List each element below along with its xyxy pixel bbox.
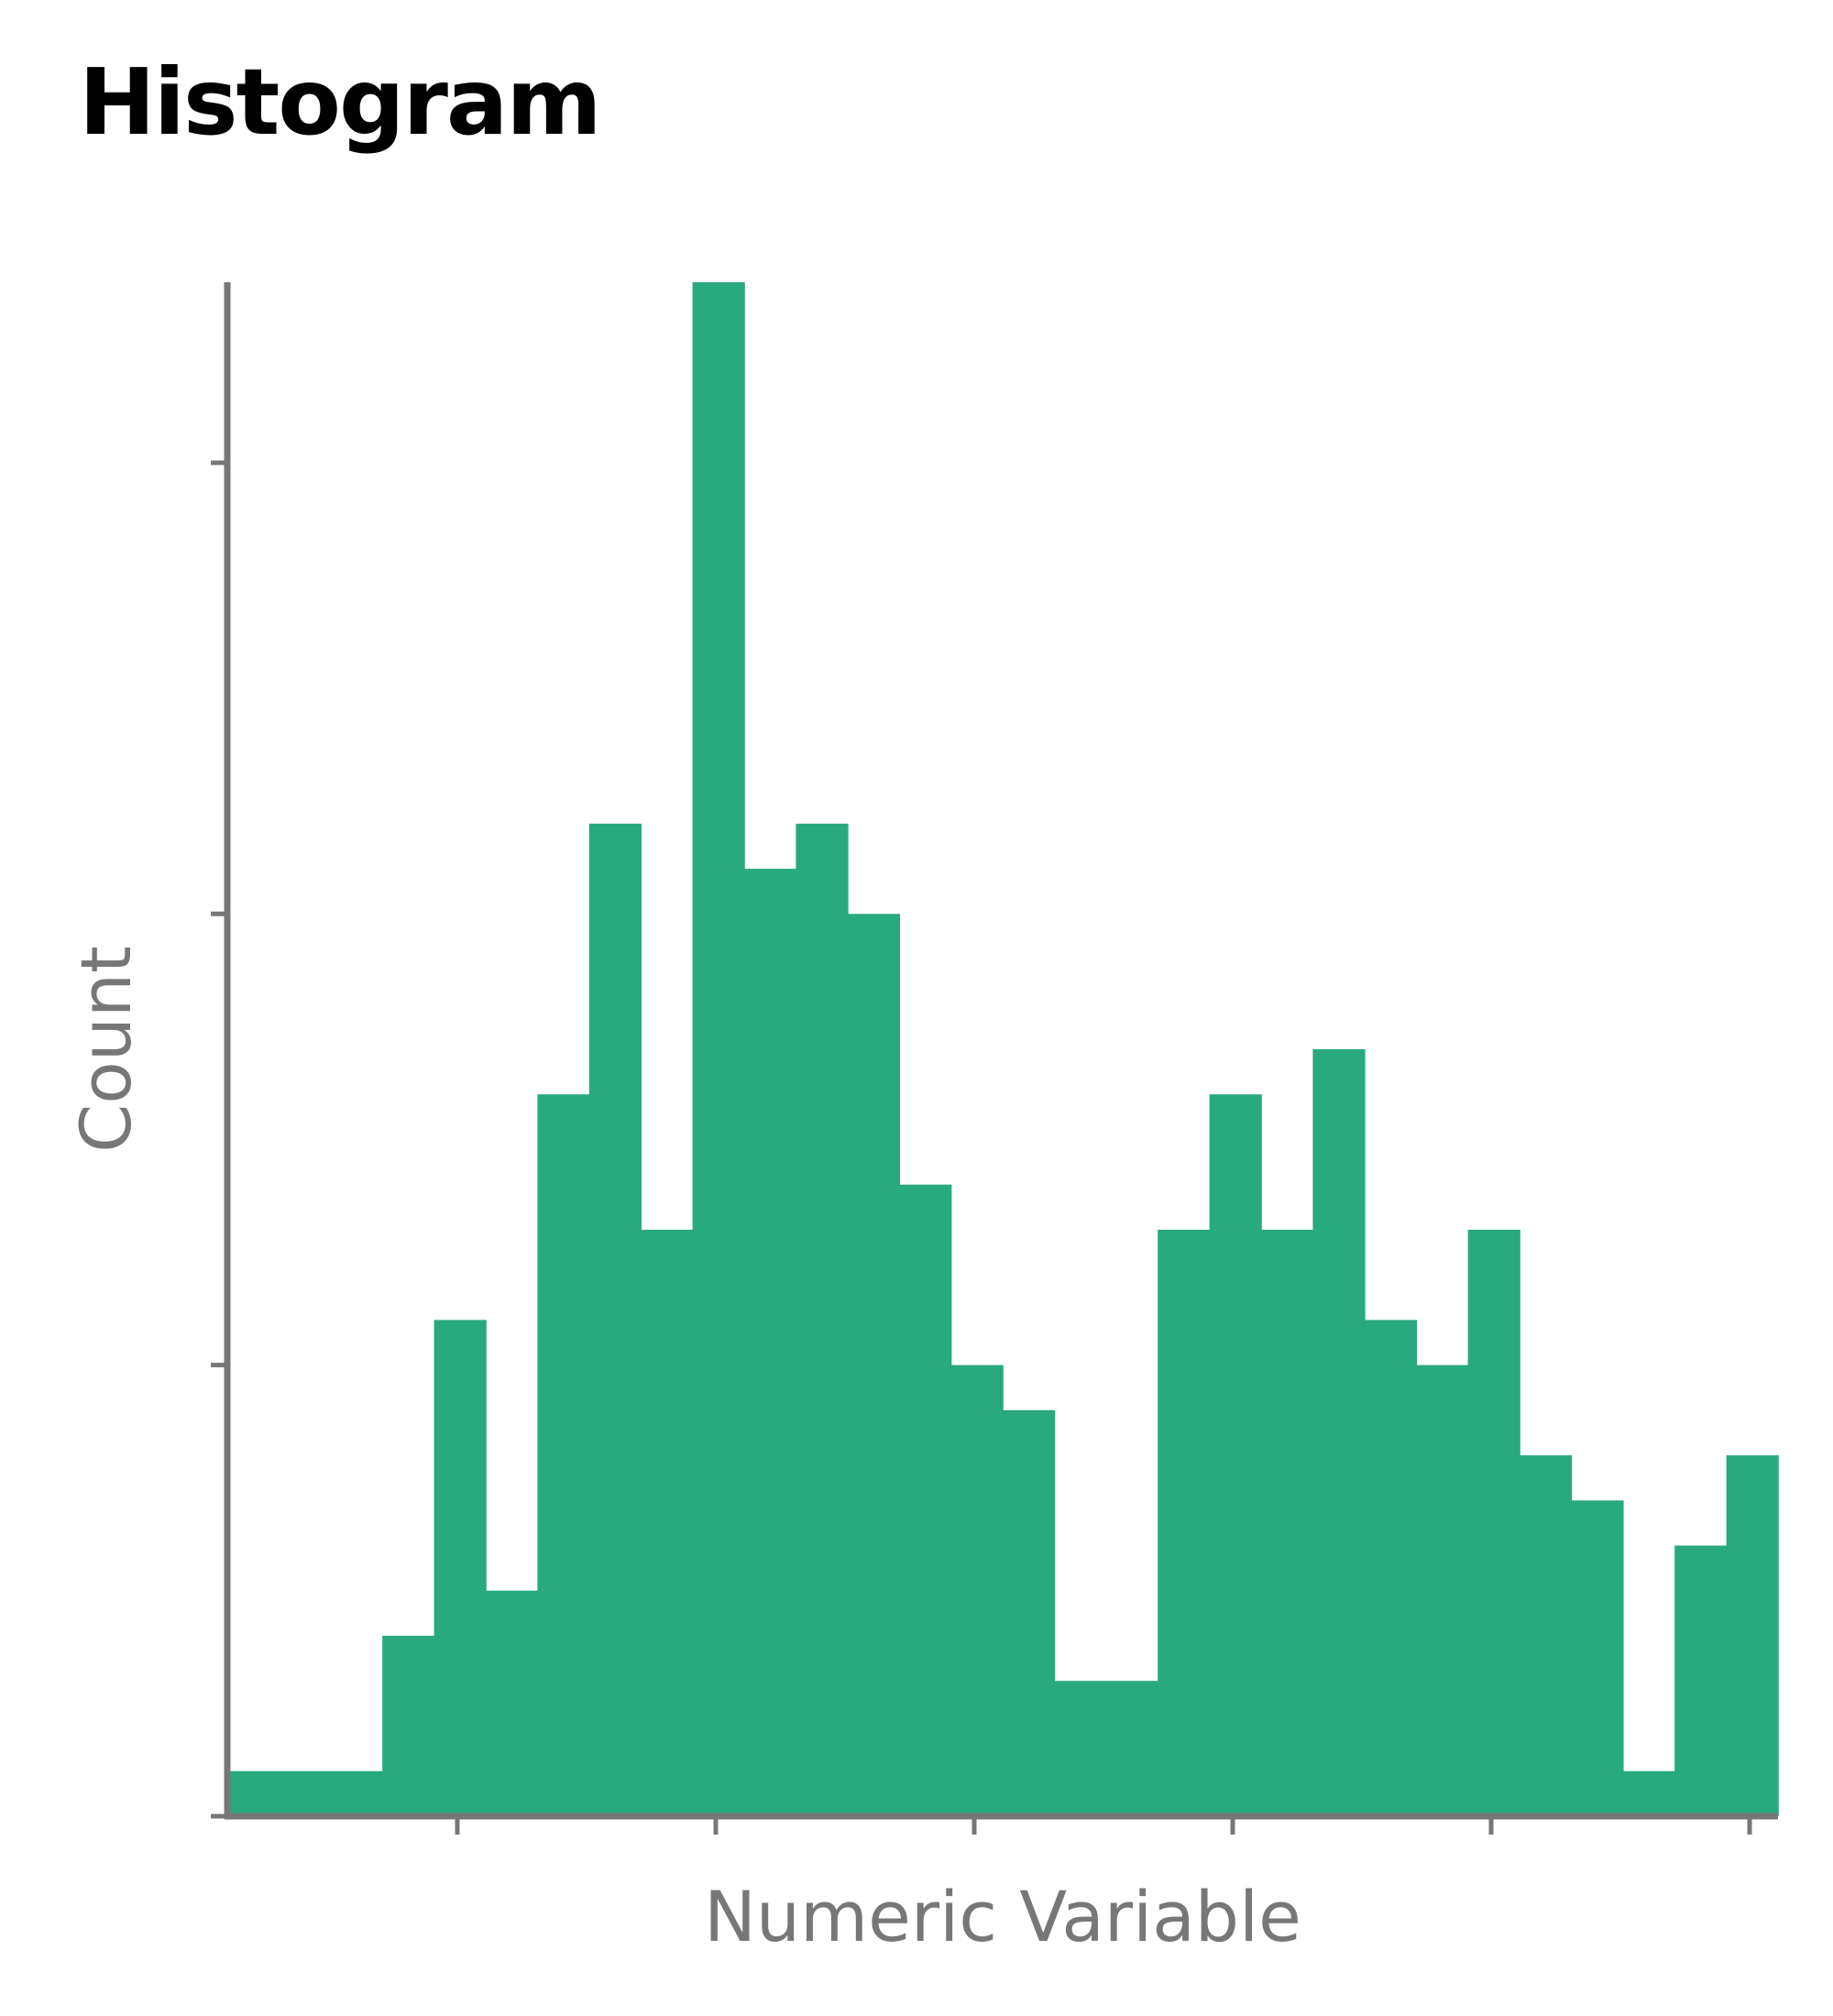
histogram-bar-23 (1364, 1320, 1417, 1816)
y-axis-ticks (211, 460, 227, 1819)
histogram-bar-4 (382, 1636, 435, 1816)
histogram-bar-7 (537, 1094, 590, 1816)
histogram-bar-8 (588, 823, 642, 1816)
histogram-bar-26 (1520, 1455, 1573, 1816)
histogram-bar-10 (692, 282, 745, 1816)
histogram-bar-11 (744, 869, 797, 1816)
histogram-bar-18 (1105, 1681, 1158, 1816)
histogram-bar-2 (279, 1770, 332, 1816)
histogram-bar-13 (847, 914, 900, 1816)
axes (224, 282, 1778, 1820)
histogram-bar-15 (950, 1364, 1004, 1816)
histogram-bar-29 (1674, 1545, 1728, 1816)
y-axis-title: Count (65, 946, 147, 1153)
histogram-bar-14 (899, 1184, 952, 1816)
histogram-bar-25 (1467, 1229, 1520, 1816)
x-axis-title: Numeric Variable (704, 1876, 1301, 1957)
histogram-bar-9 (641, 1229, 694, 1816)
histogram-bar-30 (1726, 1455, 1779, 1816)
histogram-bar-21 (1261, 1229, 1314, 1816)
histogram-bar-19 (1158, 1229, 1211, 1816)
histogram-bar-20 (1209, 1094, 1262, 1816)
histogram-bar-3 (330, 1770, 383, 1816)
x-axis-ticks (455, 1816, 1752, 1835)
chart-title: Histogram (79, 49, 602, 156)
histogram-bar-22 (1312, 1049, 1366, 1816)
histogram-bar-12 (796, 823, 849, 1816)
histogram-bar-24 (1416, 1364, 1469, 1816)
histogram-bar-27 (1571, 1500, 1624, 1816)
histogram-bar-6 (486, 1590, 539, 1816)
histogram-bar-5 (434, 1320, 487, 1816)
histogram-bar-17 (1054, 1681, 1107, 1816)
histogram-bar-16 (1003, 1409, 1056, 1816)
histogram-bar-1 (227, 1770, 280, 1816)
histogram-bar-28 (1622, 1770, 1675, 1816)
histogram-bars (227, 282, 1779, 1816)
